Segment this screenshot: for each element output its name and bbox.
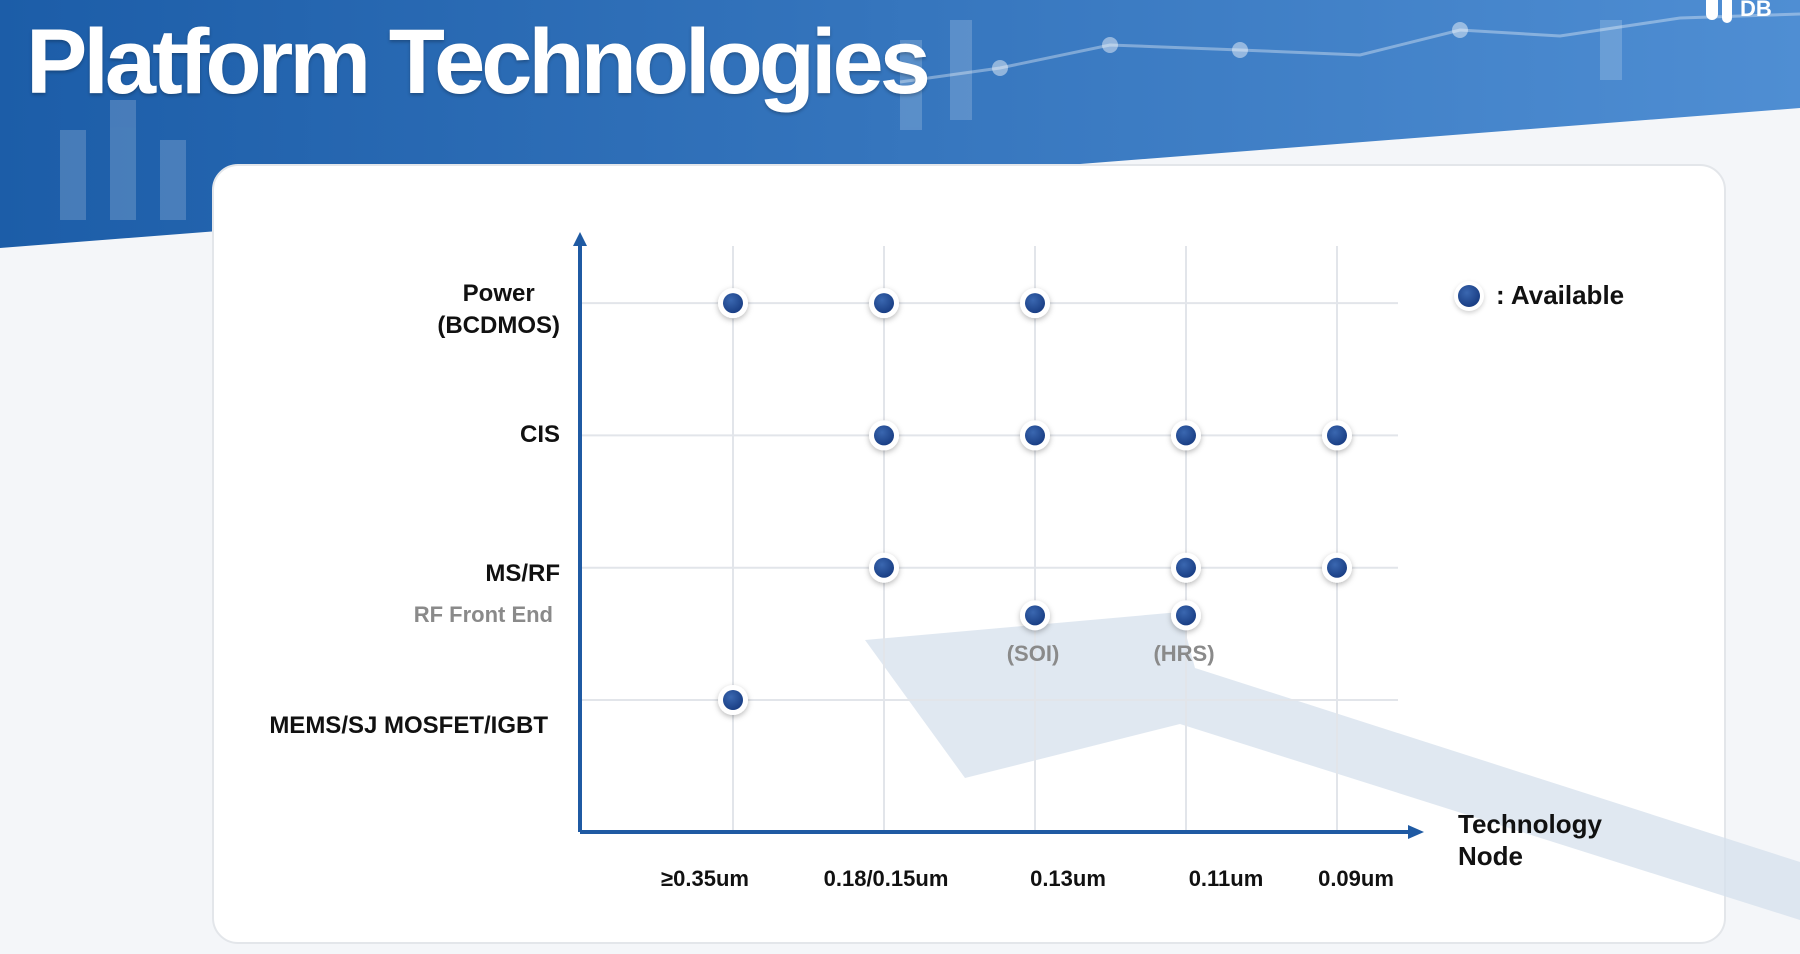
data-point	[1322, 552, 1352, 583]
x-tick-label: 0.11um	[1188, 866, 1264, 891]
data-point	[718, 685, 748, 715]
point-annotation: (SOI)	[1006, 641, 1060, 667]
y-category-label: CIS	[519, 421, 560, 449]
data-point	[1322, 420, 1352, 451]
y-category-label: MEMS/SJ MOSFET/IGBT	[269, 712, 548, 739]
data-point	[869, 420, 899, 451]
data-point	[1020, 288, 1050, 319]
y-category-label: RF Front End	[413, 602, 553, 628]
data-point	[1020, 420, 1050, 451]
legend-marker	[1458, 284, 1480, 307]
data-point	[869, 288, 899, 319]
data-point	[1020, 600, 1050, 631]
y-axis-arrowhead	[573, 232, 587, 246]
data-point	[1171, 600, 1201, 631]
x-tick-label: 0.13um	[1030, 866, 1106, 891]
gridlines	[580, 246, 1398, 832]
data-point	[869, 552, 899, 583]
y-category-label: MS/RF	[485, 559, 560, 587]
background-arrow-watermark	[865, 612, 1800, 920]
legend-label: : Available	[1496, 280, 1625, 310]
x-tick-label: 0.18/0.15um	[823, 866, 949, 891]
data-point	[718, 288, 748, 319]
data-point	[1171, 552, 1201, 583]
data-point	[1171, 420, 1201, 451]
company-logo: DB	[1706, 0, 1772, 23]
x-tick-label: 0.09um	[1318, 866, 1394, 891]
logo-text: DB	[1740, 0, 1772, 21]
x-tick-label: ≥0.35um	[661, 866, 749, 891]
legend: : Available	[1458, 280, 1624, 311]
page-title: Platform Technologies	[26, 11, 931, 113]
x-axis-title: Technology Node	[1458, 809, 1602, 871]
x-axis-arrowhead	[1408, 825, 1424, 839]
axes	[573, 232, 1424, 839]
point-annotation: (HRS)	[1153, 641, 1215, 667]
y-category-label: Power (BCDMOS)	[437, 280, 560, 340]
data-points	[718, 288, 1352, 715]
